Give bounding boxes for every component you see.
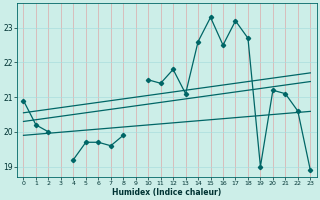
X-axis label: Humidex (Indice chaleur): Humidex (Indice chaleur) xyxy=(112,188,221,197)
